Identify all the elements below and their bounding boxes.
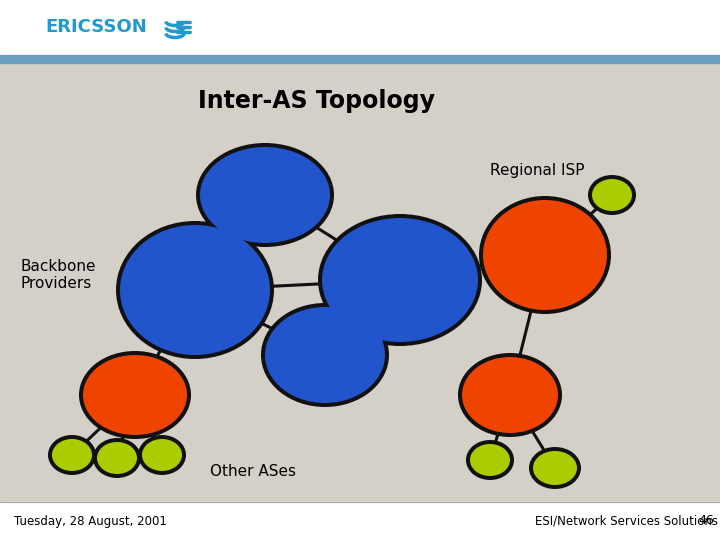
Ellipse shape (97, 442, 137, 474)
Ellipse shape (138, 435, 186, 475)
Ellipse shape (588, 175, 636, 215)
Ellipse shape (529, 447, 581, 489)
Ellipse shape (458, 353, 562, 437)
Ellipse shape (79, 351, 191, 439)
Text: Inter-AS Topology: Inter-AS Topology (198, 89, 436, 113)
Ellipse shape (265, 307, 385, 403)
Ellipse shape (592, 179, 632, 211)
Ellipse shape (322, 218, 478, 342)
Ellipse shape (83, 355, 187, 435)
Ellipse shape (142, 439, 182, 471)
Text: Backbone
Providers: Backbone Providers (20, 259, 96, 291)
Ellipse shape (483, 200, 607, 310)
Ellipse shape (116, 221, 274, 359)
Ellipse shape (533, 451, 577, 485)
Ellipse shape (93, 438, 141, 478)
Ellipse shape (261, 303, 389, 407)
Ellipse shape (120, 225, 270, 355)
Ellipse shape (200, 147, 330, 243)
Text: Tuesday, 28 August, 2001: Tuesday, 28 August, 2001 (14, 515, 167, 528)
Text: ESI/Network Services Solutions: ESI/Network Services Solutions (535, 515, 718, 528)
Text: ERICSSON: ERICSSON (45, 18, 147, 37)
Text: Other ASes: Other ASes (210, 464, 296, 480)
Ellipse shape (462, 357, 558, 433)
Ellipse shape (52, 439, 92, 471)
Ellipse shape (48, 435, 96, 475)
Ellipse shape (196, 143, 334, 247)
Ellipse shape (479, 196, 611, 314)
Text: Regional ISP: Regional ISP (490, 163, 585, 178)
Ellipse shape (466, 440, 514, 480)
Text: 46: 46 (698, 515, 714, 528)
Ellipse shape (470, 444, 510, 476)
Ellipse shape (318, 214, 482, 346)
